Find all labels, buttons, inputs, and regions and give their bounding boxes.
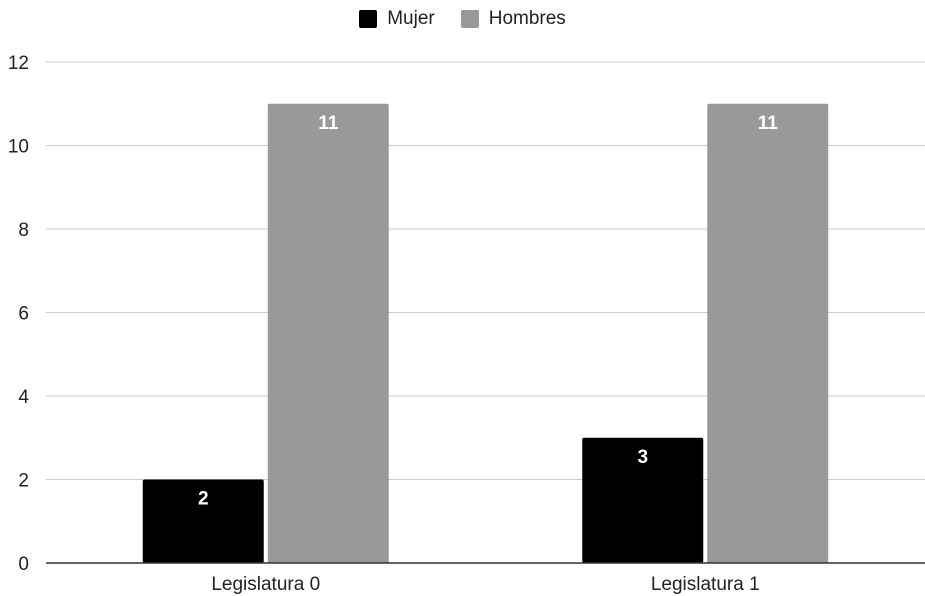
y-tick-label-4: 4 bbox=[18, 387, 29, 408]
y-tick-label-0: 0 bbox=[18, 554, 29, 575]
bars-layer bbox=[142, 103, 829, 563]
data-label-mujer-1: 3 bbox=[637, 447, 648, 468]
data-label-hombres-1: 11 bbox=[758, 113, 779, 134]
y-tick-label-10: 10 bbox=[8, 137, 29, 158]
legend-label-hombres: Hombres bbox=[488, 8, 566, 29]
x-tick-label-0: Legislatura 0 bbox=[211, 574, 320, 595]
legend-label-mujer: Mujer bbox=[387, 8, 435, 29]
data-label-mujer-0: 2 bbox=[198, 489, 209, 510]
data-label-hombres-0: 11 bbox=[318, 113, 339, 134]
y-tick-label-12: 12 bbox=[8, 53, 29, 74]
data-labels-layer: 2 11 3 11 bbox=[198, 113, 778, 510]
bar-mujer-1 bbox=[582, 437, 704, 563]
legend-swatch-mujer bbox=[359, 10, 378, 28]
legend-swatch-hombres bbox=[460, 10, 479, 28]
chart-legend: Mujer Hombres bbox=[0, 8, 925, 30]
bar-mujer-0 bbox=[142, 479, 264, 563]
y-tick-label-2: 2 bbox=[18, 471, 29, 492]
bar-hombres-0 bbox=[267, 103, 389, 563]
legend-item-mujer: Mujer bbox=[359, 8, 435, 30]
y-tick-label-8: 8 bbox=[18, 220, 29, 241]
legend-item-hombres: Hombres bbox=[460, 8, 566, 30]
axis-layer: 0 2 4 6 8 10 12 Legislatura 0 Legislatura 1 bbox=[8, 53, 925, 595]
x-tick-label-1: Legislatura 1 bbox=[651, 574, 760, 595]
bar-hombres-1 bbox=[707, 103, 829, 563]
y-tick-label-6: 6 bbox=[18, 304, 29, 325]
